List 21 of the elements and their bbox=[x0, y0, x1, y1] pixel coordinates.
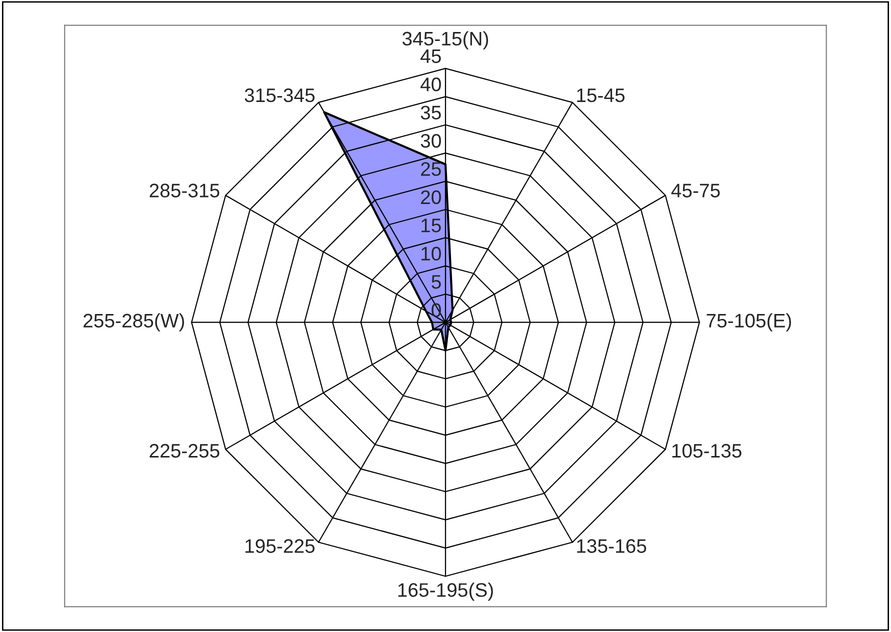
y-tick-label: 5 bbox=[432, 275, 441, 289]
spoke-label: 345-15(N) bbox=[402, 31, 488, 50]
spoke-label: 255-285(W) bbox=[84, 313, 184, 332]
y-tick-label: 10 bbox=[422, 246, 441, 261]
spoke-label: 165-195(S) bbox=[398, 582, 493, 601]
spoke-label: 285-315 bbox=[150, 184, 220, 198]
spoke-label: 105-135 bbox=[672, 444, 742, 458]
spoke-label: 195-225 bbox=[246, 539, 315, 553]
spoke-label: 75-105(E) bbox=[706, 313, 792, 332]
spoke-label: 135-165 bbox=[577, 539, 646, 553]
spoke-label: 315-345 bbox=[244, 88, 315, 102]
y-tick-label: 30 bbox=[420, 134, 441, 148]
y-tick-label: 35 bbox=[420, 106, 441, 120]
y-tick-label: 40 bbox=[420, 78, 441, 92]
spoke-label: 15-45 bbox=[577, 88, 625, 102]
y-tick-label: 20 bbox=[421, 190, 441, 204]
y-tick-label: 15 bbox=[422, 218, 441, 232]
y-tick-label: 45 bbox=[420, 50, 441, 64]
y-tick-label: 25 bbox=[421, 162, 441, 176]
spoke-label: 225-255 bbox=[150, 444, 220, 458]
spoke-label: 45-75 bbox=[671, 184, 720, 198]
